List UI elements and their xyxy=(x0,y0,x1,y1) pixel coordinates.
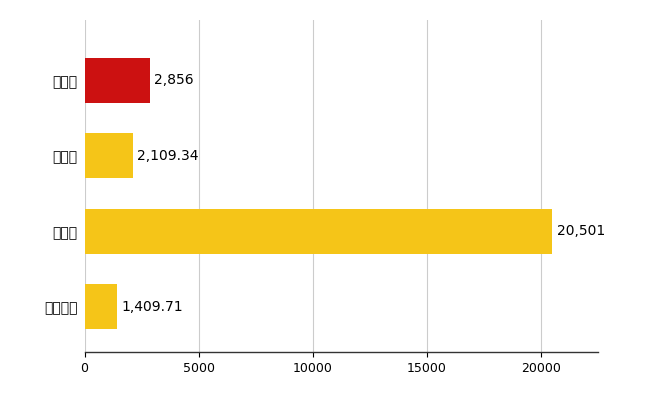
Text: 1,409.71: 1,409.71 xyxy=(122,300,183,314)
Text: 20,501: 20,501 xyxy=(557,224,605,238)
Bar xyxy=(84,284,116,329)
Bar xyxy=(84,133,133,178)
Bar xyxy=(84,58,150,103)
Bar xyxy=(84,209,552,254)
Text: 2,856: 2,856 xyxy=(154,73,194,87)
Text: 2,109.34: 2,109.34 xyxy=(137,149,199,163)
